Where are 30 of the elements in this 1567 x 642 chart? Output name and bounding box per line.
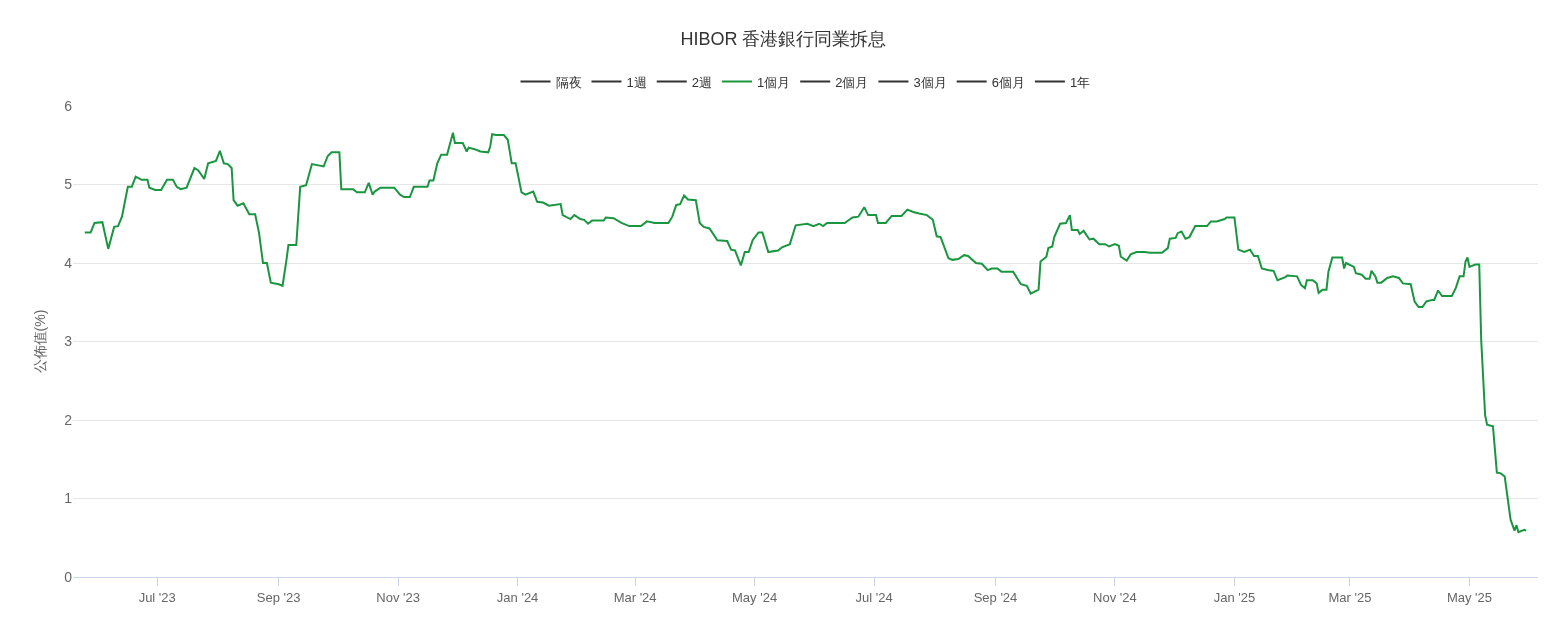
y-tick-label: 4: [64, 254, 73, 271]
y-axis-title: 公佈值(%): [31, 309, 48, 374]
y-tick-label: 2: [64, 411, 73, 428]
chart-title: HIBOR 香港銀行同業拆息: [680, 28, 887, 49]
legend-label: 6個月: [991, 74, 1025, 90]
x-tick-label: May '25: [1446, 589, 1493, 605]
x-tick-label: Jul '24: [855, 589, 893, 605]
x-tick-label: Jan '24: [496, 589, 539, 605]
legend-label: 隔夜: [555, 74, 582, 90]
y-tick-label: 6: [64, 97, 73, 114]
y-tick-label: 3: [64, 333, 73, 350]
x-tick-label: May '24: [732, 589, 778, 605]
line-series: [83, 131, 1528, 534]
legend-label: 1年: [1069, 74, 1091, 90]
y-tick-label: 1: [64, 490, 73, 507]
x-tick-label: Mar '24: [613, 589, 657, 605]
y-tick-label: 5: [64, 176, 73, 193]
legend-label: 1週: [626, 74, 647, 90]
x-tick-label: Nov '23: [376, 589, 420, 605]
x-tick-label: Mar '25: [1328, 589, 1372, 605]
legend-label: 1個月: [756, 74, 791, 90]
x-tick-label: Jan '25: [1213, 589, 1256, 605]
x-tick-label: Sep '24: [973, 589, 1018, 605]
legend-label: 2個月: [835, 74, 869, 90]
x-tick-label: Jul '23: [138, 589, 176, 605]
x-tick-label: Sep '23: [256, 589, 301, 605]
legend-label: 3個月: [913, 74, 947, 90]
legend-label: 2週: [691, 74, 712, 90]
y-tick-label: 0: [64, 568, 73, 585]
x-tick-label: Nov '24: [1093, 589, 1137, 605]
